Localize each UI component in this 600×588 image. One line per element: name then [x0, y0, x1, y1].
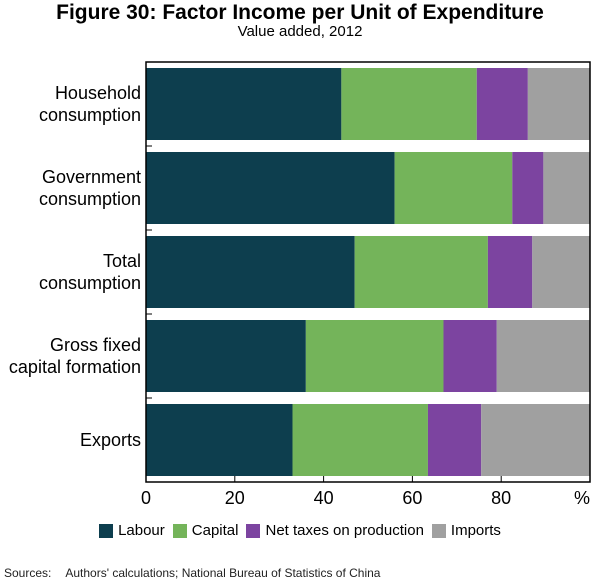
- y-label-total-consumption: Total consumption: [39, 251, 141, 293]
- legend-item-labour: Labour: [99, 522, 165, 539]
- legend-label-imports: Imports: [450, 522, 501, 539]
- bar-total-consumption-imports: [532, 236, 590, 308]
- bar-government-consumption-net-taxes-on-production: [512, 152, 544, 224]
- sources-label: Sources:: [4, 566, 52, 580]
- legend-swatch-net-taxes: [246, 523, 261, 538]
- bar-gross-fixed-capital-formation-imports: [496, 320, 590, 392]
- bar-government-consumption-capital: [394, 152, 513, 224]
- legend-label-capital: Capital: [191, 522, 239, 539]
- legend-swatch-labour: [99, 523, 114, 538]
- x-tick-label: 80: [491, 488, 511, 508]
- y-label-household-consumption: Household consumption: [39, 83, 141, 125]
- bar-gross-fixed-capital-formation-net-taxes-on-production: [443, 320, 497, 392]
- legend-item-net-taxes: Net taxes on production: [246, 522, 424, 539]
- y-label-government-consumption: Government consumption: [39, 167, 141, 209]
- bar-exports-imports: [481, 404, 590, 476]
- sources-note: Sources: Authors' calculations; National …: [4, 566, 380, 580]
- bar-government-consumption-imports: [543, 152, 590, 224]
- bar-gross-fixed-capital-formation-capital: [305, 320, 444, 392]
- legend-item-imports: Imports: [431, 522, 501, 539]
- bar-total-consumption-net-taxes-on-production: [487, 236, 533, 308]
- legend-item-capital: Capital: [172, 522, 239, 539]
- bar-household-consumption-imports: [527, 68, 590, 140]
- x-tick-label: 0: [141, 488, 151, 508]
- bar-household-consumption-capital: [341, 68, 477, 140]
- legend-swatch-imports: [431, 523, 446, 538]
- legend-label-labour: Labour: [118, 522, 165, 539]
- y-label-gross-fixed-capital-formation: Gross fixed capital formation: [9, 335, 141, 377]
- bar-gross-fixed-capital-formation-labour: [146, 320, 306, 392]
- chart-subtitle: Value added, 2012: [237, 23, 363, 40]
- x-tick-label: 20: [225, 488, 245, 508]
- stacked-bar-chart: Household consumption Government consumptio…: [9, 61, 591, 508]
- legend: Labour Capital Net taxes on production I…: [0, 522, 600, 539]
- bar-household-consumption-net-taxes-on-production: [476, 68, 528, 140]
- sources-text: Authors' calculations; National Bureau o…: [65, 566, 381, 580]
- plot-frame: [145, 61, 591, 483]
- x-tick-label: %: [574, 488, 590, 508]
- legend-label-net-taxes: Net taxes on production: [265, 522, 424, 539]
- bar-government-consumption-labour: [146, 152, 395, 224]
- chart-title: Figure 30: Factor Income per Unit of Exp…: [56, 1, 544, 24]
- y-label-exports: Exports: [80, 430, 141, 450]
- bar-total-consumption-labour: [146, 236, 355, 308]
- bar-total-consumption-capital: [354, 236, 488, 308]
- legend-swatch-capital: [172, 523, 187, 538]
- bar-exports-labour: [146, 404, 293, 476]
- x-tick-label: 60: [402, 488, 422, 508]
- bar-exports-net-taxes-on-production: [427, 404, 482, 476]
- x-tick-label: 40: [314, 488, 334, 508]
- bar-household-consumption-labour: [146, 68, 342, 140]
- bar-exports-capital: [292, 404, 428, 476]
